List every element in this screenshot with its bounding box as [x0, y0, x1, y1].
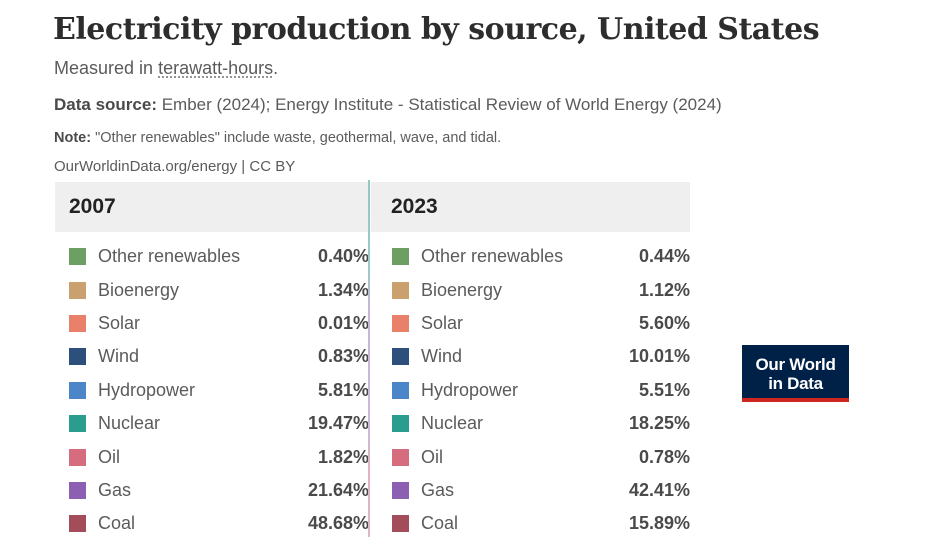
value-label: 1.34% — [317, 279, 369, 300]
category-label: Coal — [421, 513, 459, 534]
value-label: 15.89% — [628, 513, 690, 534]
legend-swatch — [69, 481, 86, 499]
legend-swatch — [392, 415, 409, 433]
category-label: Solar — [98, 312, 141, 333]
value-label: 5.51% — [638, 379, 690, 400]
legend-swatch — [69, 348, 86, 366]
category-label: Solar — [421, 312, 464, 333]
chart-subtitle: Measured in terawatt-hours. — [54, 58, 278, 79]
table-row: Gas 42.41% — [371, 474, 690, 507]
legend-swatch — [392, 448, 409, 466]
value-label: 48.68% — [307, 513, 369, 534]
value-label: 0.40% — [317, 246, 369, 267]
legend-swatch — [69, 448, 86, 466]
legend-swatch — [69, 415, 86, 433]
subtitle-suffix: . — [273, 58, 279, 78]
chart-title: Electricity production by source, United… — [53, 12, 820, 47]
table-row: Hydropower 5.51% — [371, 374, 690, 407]
legend-swatch — [69, 515, 86, 533]
table-row: Other renewables 0.44% — [371, 240, 690, 273]
category-label: Wind — [98, 346, 140, 367]
source-label: Data source: — [54, 95, 157, 114]
column-2023: 2023 Other renewables 0.44% Bioenergy 1.12%… — [371, 182, 690, 537]
legend-swatch — [392, 515, 409, 533]
column-header: 2023 — [371, 182, 690, 232]
value-label: 5.81% — [317, 379, 369, 400]
value-label: 19.47% — [307, 413, 369, 434]
category-label: Wind — [421, 346, 463, 367]
category-label: Oil — [421, 446, 443, 467]
table-row: Oil 1.82% — [55, 440, 369, 473]
note-text: "Other renewables" include waste, geothe… — [91, 130, 502, 146]
unit-link[interactable]: terawatt-hours — [158, 58, 274, 78]
table-row: Wind 10.01% — [371, 340, 690, 373]
value-label: 0.78% — [638, 446, 690, 467]
table-row: Nuclear 18.25% — [371, 407, 690, 440]
table-row: Oil 0.78% — [371, 440, 690, 473]
column-divider — [368, 180, 370, 537]
table-row: Wind 0.83% — [55, 340, 369, 373]
owid-logo[interactable]: Our World in Data — [742, 345, 849, 402]
table-row: Other renewables 0.40% — [55, 240, 369, 273]
column-rows: Other renewables 0.40% Bioenergy 1.34% Solar… — [55, 232, 369, 541]
table-row: Coal 15.89% — [371, 507, 690, 540]
legend-swatch — [392, 381, 409, 399]
data-source: Data source: Ember (2024); Energy Instit… — [54, 95, 722, 115]
legend-swatch — [392, 481, 409, 499]
legend-swatch — [392, 314, 409, 332]
logo-line-1: Our World — [755, 354, 836, 374]
category-label: Other renewables — [98, 246, 241, 267]
value-label: 1.82% — [317, 446, 369, 467]
chart-note: Note: "Other renewables" include waste, … — [54, 130, 501, 146]
table-row: Hydropower 5.81% — [55, 374, 369, 407]
column-header-label: 2007 — [69, 195, 116, 218]
table-row: Solar 0.01% — [55, 307, 369, 340]
category-label: Hydropower — [421, 379, 519, 400]
category-label: Nuclear — [98, 413, 161, 434]
table-row: Nuclear 19.47% — [55, 407, 369, 440]
category-label: Other renewables — [421, 246, 564, 267]
category-label: Nuclear — [421, 413, 484, 434]
column-header-label: 2023 — [391, 195, 438, 218]
value-label: 1.12% — [638, 279, 690, 300]
value-label: 10.01% — [628, 346, 690, 367]
column-header: 2007 — [55, 182, 369, 232]
category-label: Oil — [98, 446, 120, 467]
legend-swatch — [69, 248, 86, 266]
value-label: 0.83% — [317, 346, 369, 367]
category-label: Gas — [421, 479, 455, 500]
source-text: Ember (2024); Energy Institute - Statist… — [156, 95, 722, 114]
table-row: Solar 5.60% — [371, 307, 690, 340]
credit-link[interactable]: OurWorldinData.org/energy | CC BY — [54, 158, 296, 175]
value-label: 0.44% — [638, 246, 690, 267]
logo-line-2: in Data — [768, 373, 823, 393]
table-row: Bioenergy 1.12% — [371, 273, 690, 306]
data-table: 2007 Other renewables 0.40% Bioenergy 1.34%… — [55, 182, 690, 537]
legend-swatch — [392, 348, 409, 366]
category-label: Hydropower — [98, 379, 196, 400]
logo-accent-bar — [742, 398, 849, 402]
value-label: 21.64% — [307, 479, 369, 500]
note-label: Note: — [54, 130, 92, 146]
value-label: 18.25% — [628, 413, 690, 434]
table-row: Gas 21.64% — [55, 474, 369, 507]
value-label: 0.01% — [317, 312, 369, 333]
table-row: Bioenergy 1.34% — [55, 273, 369, 306]
legend-swatch — [69, 281, 86, 299]
category-label: Bioenergy — [421, 279, 503, 300]
category-label: Coal — [98, 513, 136, 534]
value-label: 42.41% — [628, 479, 690, 500]
legend-swatch — [392, 248, 409, 266]
category-label: Gas — [98, 479, 132, 500]
category-label: Bioenergy — [98, 279, 180, 300]
table-row: Coal 48.68% — [55, 507, 369, 540]
legend-swatch — [69, 381, 86, 399]
value-label: 5.60% — [638, 312, 690, 333]
subtitle-prefix: Measured in — [54, 58, 159, 78]
column-rows: Other renewables 0.44% Bioenergy 1.12% Solar… — [371, 232, 690, 541]
column-2007: 2007 Other renewables 0.40% Bioenergy 1.34%… — [55, 182, 369, 537]
legend-swatch — [392, 281, 409, 299]
legend-swatch — [69, 314, 86, 332]
